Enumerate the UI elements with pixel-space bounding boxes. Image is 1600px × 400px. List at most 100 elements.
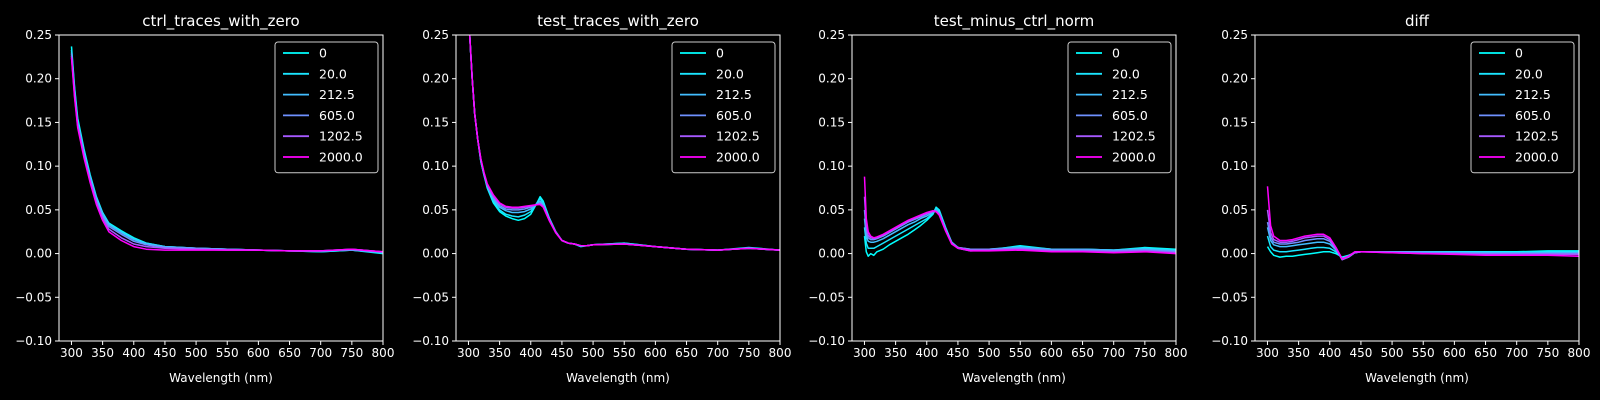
- y-tick-label: 0.15: [818, 115, 845, 129]
- y-tick-label: 0.00: [25, 247, 52, 261]
- series-line-20.0: [863, 207, 1176, 251]
- x-tick-label: 550: [1009, 346, 1032, 360]
- y-tick-label: 0.10: [1221, 159, 1248, 173]
- x-tick-label: 650: [1474, 346, 1497, 360]
- x-axis-label: Wavelength (nm): [566, 371, 670, 385]
- series-group: [70, 46, 383, 255]
- plot-frame: [851, 34, 1177, 342]
- y-tick-label: 0.20: [818, 72, 845, 86]
- plot-frame: [1254, 34, 1580, 342]
- y-tick-label: 0.15: [1221, 115, 1248, 129]
- y-tick-label: 0.15: [25, 115, 52, 129]
- x-tick-label: 600: [1443, 346, 1466, 360]
- x-tick-label: 500: [1381, 346, 1404, 360]
- legend-label: 20.0: [716, 66, 744, 81]
- series-group: [1266, 186, 1579, 261]
- y-tick-label: −0.05: [412, 290, 449, 304]
- y-tick-label: −0.10: [808, 334, 845, 348]
- legend-label: 212.5: [716, 87, 752, 102]
- chart-panel-2: 300 350 400 450 500 550 600 650 700 750 800 −0.10 −0…: [412, 12, 792, 385]
- series-line-2000.0: [70, 57, 383, 253]
- y-tick-label: −0.10: [1211, 334, 1248, 348]
- y-tick-label: 0.20: [25, 72, 52, 86]
- y-tick-label: −0.05: [1211, 290, 1248, 304]
- y-tick-label: 0.20: [1221, 72, 1248, 86]
- y-tick-label: 0.00: [422, 247, 449, 261]
- y-tick-label: 0.00: [1221, 247, 1248, 261]
- legend-label: 605.0: [1515, 108, 1551, 123]
- x-tick-label: 450: [550, 346, 573, 360]
- y-tick-label: 0.25: [25, 28, 52, 42]
- x-axis-label: Wavelength (nm): [1365, 371, 1469, 385]
- x-tick-label: 650: [278, 346, 301, 360]
- x-tick-label: 600: [1040, 346, 1063, 360]
- x-tick-label: 550: [613, 346, 636, 360]
- legend: 0 20.0 212.5 605.0 1202.5 2000.0: [671, 41, 776, 174]
- y-tick-label: 0.05: [1221, 203, 1248, 217]
- legend-label: 212.5: [319, 87, 355, 102]
- series-line-605.0: [1266, 221, 1579, 261]
- x-tick-label: 350: [884, 346, 907, 360]
- x-tick-label: 750: [1536, 346, 1559, 360]
- x-tick-label: 350: [91, 346, 114, 360]
- x-tick-label: 500: [582, 346, 605, 360]
- legend: 0 20.0 212.5 605.0 1202.5 2000.0: [274, 41, 379, 174]
- y-tick-label: −0.10: [412, 334, 449, 348]
- chart-panel-1: 300 350 400 450 500 550 600 650 700 750 800 −0.10 −0…: [15, 12, 394, 385]
- x-tick-label: 450: [1349, 346, 1372, 360]
- y-tick-label: 0.05: [422, 203, 449, 217]
- legend-label: 212.5: [1515, 87, 1551, 102]
- y-tick-label: 0.00: [818, 247, 845, 261]
- legend-label: 20.0: [319, 66, 347, 81]
- series-line-20.0: [1266, 235, 1579, 259]
- legend-label: 605.0: [319, 108, 355, 123]
- x-tick-label: 800: [372, 346, 395, 360]
- x-tick-label: 550: [1412, 346, 1435, 360]
- x-tick-label: 800: [1568, 346, 1591, 360]
- y-tick-label: −0.05: [808, 290, 845, 304]
- x-tick-label: 600: [644, 346, 667, 360]
- x-tick-label: 300: [853, 346, 876, 360]
- chart-panel-4: 300 350 400 450 500 550 600 650 700 750 800 −0.10 −0…: [1211, 12, 1590, 385]
- x-tick-label: 350: [1287, 346, 1310, 360]
- legend: 0 20.0 212.5 605.0 1202.5 2000.0: [1067, 41, 1172, 174]
- legend-label: 212.5: [1112, 87, 1148, 102]
- y-tick-label: 0.25: [422, 28, 449, 42]
- legend-label: 1202.5: [1112, 129, 1156, 144]
- series-line-1202.5: [863, 196, 1176, 254]
- y-tick-label: 0.15: [422, 115, 449, 129]
- x-tick-label: 400: [1318, 346, 1341, 360]
- plot-frame: [455, 34, 781, 342]
- chart-title: test_traces_with_zero: [537, 12, 699, 31]
- series-line-2000.0: [468, 35, 780, 251]
- x-tick-label: 350: [488, 346, 511, 360]
- legend-label: 2000.0: [319, 150, 363, 165]
- y-tick-label: 0.10: [25, 159, 52, 173]
- legend-label: 0: [1112, 46, 1120, 61]
- x-tick-label: 300: [457, 346, 480, 360]
- legend-label: 0: [319, 46, 327, 61]
- x-tick-label: 450: [946, 346, 969, 360]
- y-tick-label: 0.25: [1221, 28, 1248, 42]
- legend-label: 20.0: [1515, 66, 1543, 81]
- legend-label: 1202.5: [716, 129, 760, 144]
- chart-title: diff: [1405, 12, 1430, 30]
- x-tick-label: 700: [1505, 346, 1528, 360]
- y-tick-label: 0.20: [422, 72, 449, 86]
- x-tick-label: 400: [519, 346, 542, 360]
- plot-frame: [58, 34, 384, 342]
- y-tick-label: 0.05: [25, 203, 52, 217]
- x-tick-label: 800: [769, 346, 792, 360]
- x-tick-label: 750: [1133, 346, 1156, 360]
- legend-label: 2000.0: [1112, 150, 1156, 165]
- x-tick-label: 500: [978, 346, 1001, 360]
- y-tick-label: 0.10: [422, 159, 449, 173]
- legend-label: 2000.0: [716, 150, 760, 165]
- x-tick-label: 750: [340, 346, 363, 360]
- x-tick-label: 550: [216, 346, 239, 360]
- y-tick-label: 0.05: [818, 203, 845, 217]
- legend-label: 2000.0: [1515, 150, 1559, 165]
- series-group: [468, 35, 780, 251]
- x-axis-label: Wavelength (nm): [962, 371, 1066, 385]
